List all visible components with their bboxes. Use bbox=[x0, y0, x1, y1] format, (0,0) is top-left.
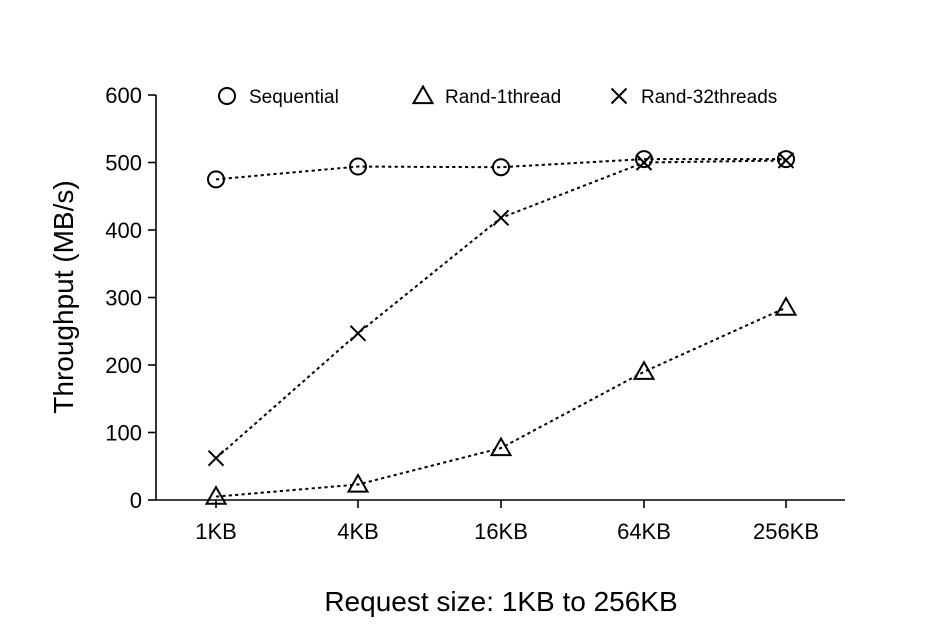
y-tick-label: 500 bbox=[105, 151, 142, 176]
legend-label: Sequential bbox=[249, 87, 339, 108]
data-point-x bbox=[207, 449, 225, 467]
series-line-x bbox=[215, 159, 787, 459]
data-point-x bbox=[777, 152, 795, 169]
series-line-triangle bbox=[215, 306, 787, 498]
y-tick-label: 0 bbox=[130, 488, 142, 513]
x-tick-label: 64KB bbox=[617, 519, 671, 544]
legend-marker-circle bbox=[218, 87, 236, 105]
x-tick-label: 256KB bbox=[753, 519, 819, 544]
y-tick-label: 600 bbox=[105, 83, 142, 108]
data-point-x bbox=[635, 154, 653, 171]
x-axis-title: Request size: 1KB to 256KB bbox=[324, 586, 677, 617]
y-tick-label: 100 bbox=[105, 421, 142, 446]
data-point-triangle bbox=[489, 436, 513, 457]
data-point-x bbox=[492, 209, 510, 227]
legend-item: Rand-1thread bbox=[411, 84, 561, 108]
x-tick-label: 16KB bbox=[474, 519, 528, 544]
series-lines bbox=[215, 158, 787, 498]
legend-item: Rand-32threads bbox=[610, 87, 777, 108]
legend-marker-x bbox=[610, 87, 628, 105]
y-tick-label: 300 bbox=[105, 286, 142, 311]
axes: 0 100 200 300 400 500 600 1KB 4KB 16KB 64KB 256KB bbox=[105, 83, 845, 544]
data-point-circle bbox=[492, 158, 510, 177]
legend-item: Sequential bbox=[218, 87, 339, 108]
data-point-x bbox=[349, 325, 367, 342]
data-point-triangle bbox=[774, 296, 798, 316]
data-point-circle bbox=[207, 170, 225, 189]
x-tick-label: 1KB bbox=[195, 519, 237, 544]
data-point-circle bbox=[777, 150, 795, 169]
legend-label: Rand-32threads bbox=[641, 87, 777, 108]
data-point-triangle bbox=[346, 472, 370, 493]
data-point-triangle bbox=[204, 485, 228, 505]
y-axis-title: Throughput (MB/s) bbox=[48, 180, 79, 413]
legend: Sequential Rand-1thread Rand-32threads bbox=[218, 84, 777, 108]
data-point-circle bbox=[349, 157, 367, 176]
series-markers bbox=[204, 150, 798, 505]
legend-label: Rand-1thread bbox=[445, 87, 561, 108]
legend-marker-triangle bbox=[411, 84, 435, 105]
series-line-circle bbox=[215, 158, 786, 181]
y-tick-label: 200 bbox=[105, 353, 142, 378]
data-point-circle bbox=[635, 150, 653, 169]
data-point-triangle bbox=[632, 360, 656, 380]
y-tick-label: 400 bbox=[105, 218, 142, 243]
x-tick-label: 4KB bbox=[337, 519, 379, 544]
